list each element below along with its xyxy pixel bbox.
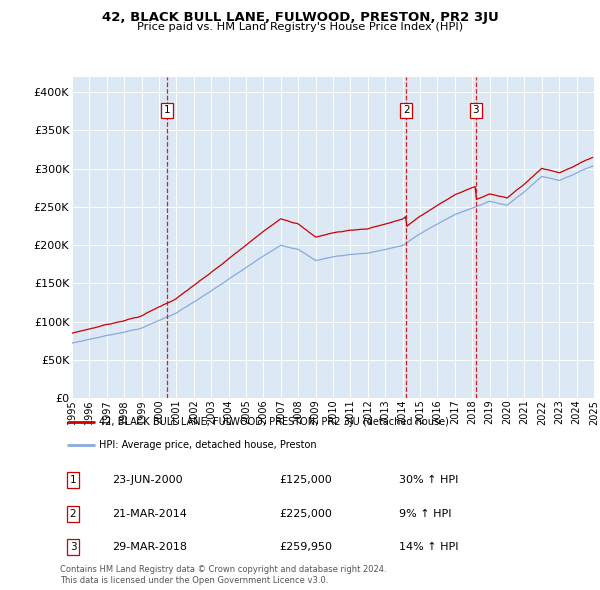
Text: £225,000: £225,000 — [279, 509, 332, 519]
Text: 3: 3 — [70, 542, 76, 552]
Text: 1: 1 — [70, 475, 76, 485]
Text: 3: 3 — [473, 106, 479, 116]
Text: 42, BLACK BULL LANE, FULWOOD, PRESTON, PR2 3JU (detached house): 42, BLACK BULL LANE, FULWOOD, PRESTON, P… — [99, 417, 449, 427]
Text: HPI: Average price, detached house, Preston: HPI: Average price, detached house, Pres… — [99, 440, 317, 450]
Text: £259,950: £259,950 — [279, 542, 332, 552]
Text: £125,000: £125,000 — [279, 475, 332, 485]
Text: 1: 1 — [164, 106, 170, 116]
Text: 9% ↑ HPI: 9% ↑ HPI — [400, 509, 452, 519]
Text: 2: 2 — [70, 509, 76, 519]
Text: 42, BLACK BULL LANE, FULWOOD, PRESTON, PR2 3JU: 42, BLACK BULL LANE, FULWOOD, PRESTON, P… — [101, 11, 499, 24]
Text: 2: 2 — [403, 106, 410, 116]
Text: 23-JUN-2000: 23-JUN-2000 — [112, 475, 183, 485]
Text: 21-MAR-2014: 21-MAR-2014 — [112, 509, 187, 519]
Text: 14% ↑ HPI: 14% ↑ HPI — [400, 542, 459, 552]
Text: Contains HM Land Registry data © Crown copyright and database right 2024.
This d: Contains HM Land Registry data © Crown c… — [60, 565, 386, 585]
Text: Price paid vs. HM Land Registry's House Price Index (HPI): Price paid vs. HM Land Registry's House … — [137, 22, 463, 32]
Text: 29-MAR-2018: 29-MAR-2018 — [112, 542, 187, 552]
Text: 30% ↑ HPI: 30% ↑ HPI — [400, 475, 458, 485]
